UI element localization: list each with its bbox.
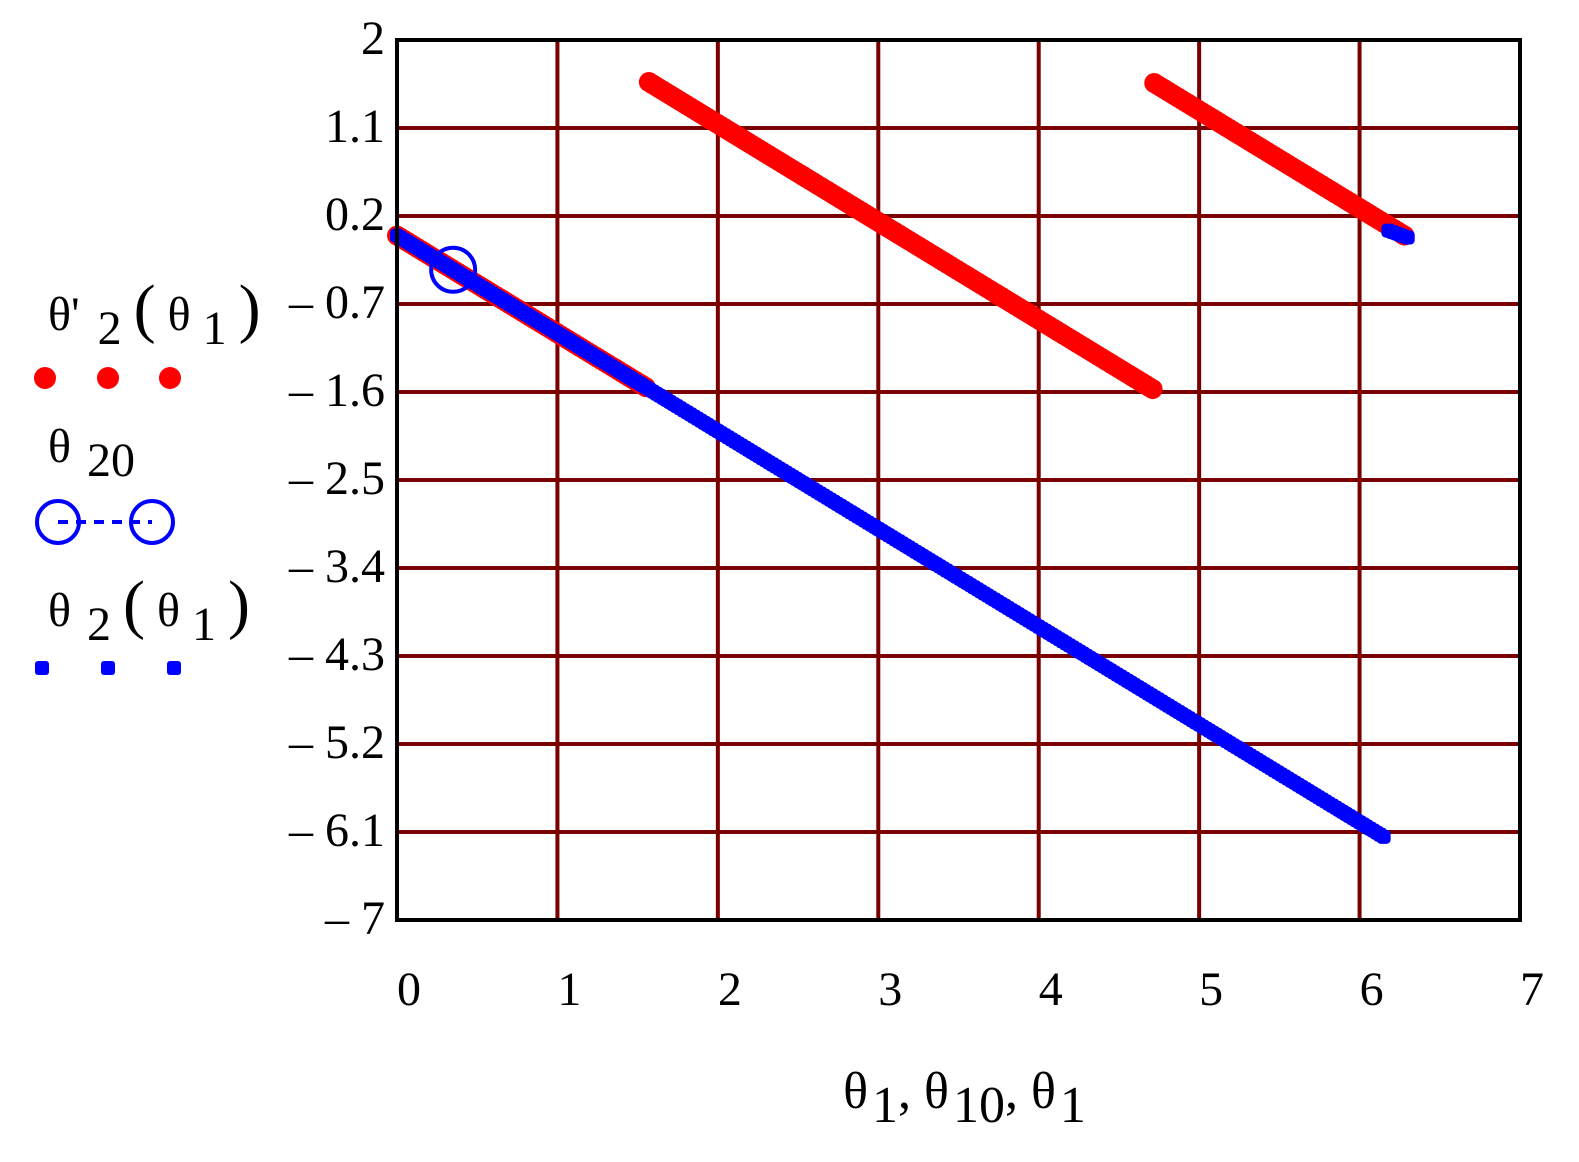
legend-marker-theta-prime-2 [34, 367, 181, 389]
series-layer [387, 72, 1415, 844]
x-tick-label: 5 [1199, 963, 1223, 1016]
data-point [429, 245, 478, 294]
legend-subscript: 2 [87, 598, 111, 651]
x-tick-label: 6 [1360, 963, 1384, 1016]
legend-marker-theta-2 [35, 661, 181, 675]
legend-arg-symbol: θ [157, 584, 180, 637]
y-tick-label: – 4.3 [288, 628, 385, 681]
series-theta_20 [429, 245, 478, 294]
legend-open-paren: ( [123, 568, 145, 641]
x-tick-label: 7 [1520, 963, 1544, 1016]
legend-marker-theta-20 [35, 499, 175, 545]
data-point [1376, 829, 1391, 844]
plot-frame [395, 38, 1522, 922]
legend-symbol: θ' [48, 288, 80, 341]
y-tick-label: 1.1 [325, 100, 385, 153]
x-tick-label: 1 [557, 963, 581, 1016]
series-theta_prime_2 [387, 72, 1415, 400]
y-tick-label: – 5.2 [288, 716, 385, 769]
y-tick-labels: 2 1.1 0.2 – 0.7 – 1.6 – 2.5 – 3.4 – 4.3 – 5.2 – 6… [288, 12, 385, 945]
legend-symbol: θ [48, 420, 71, 473]
y-tick-label: 2 [361, 12, 385, 65]
legend-arg-symbol: θ [168, 288, 191, 341]
legend-marker [101, 661, 115, 675]
x-tick-label: 0 [397, 963, 421, 1016]
legend-subscript: 20 [87, 434, 135, 487]
legend-symbol: θ [48, 584, 71, 637]
y-tick-label: 0.2 [325, 188, 385, 241]
x-axis-label: θ1, θ10, θ1 [843, 1063, 1086, 1134]
y-tick-label: – 6.1 [288, 804, 385, 857]
y-tick-label: – 1.6 [288, 364, 385, 417]
data-point [1400, 230, 1415, 245]
legend-open-paren: ( [134, 272, 156, 345]
legend-close-paren: ) [239, 272, 261, 345]
legend-marker [159, 367, 181, 389]
y-tick-label: – 0.7 [288, 276, 385, 329]
y-tick-label: – 2.5 [288, 452, 385, 505]
legend-label-theta-2: θ 2 ( θ 1 ) [48, 568, 250, 651]
legend-marker [97, 367, 119, 389]
legend-label-theta-20: θ 20 [48, 420, 135, 487]
legend-marker [167, 661, 181, 675]
legend-label-theta-prime-2: θ' 2 ( θ 1 ) [48, 272, 261, 355]
legend-marker [129, 499, 175, 545]
data-point [1142, 379, 1163, 400]
series-theta_2 [390, 223, 1415, 844]
x-tick-label: 4 [1039, 963, 1063, 1016]
legend: θ' 2 ( θ 1 ) θ 20 θ 2 ( θ 1 ) [34, 272, 261, 675]
x-tick-label: 3 [878, 963, 902, 1016]
y-tick-label: – 3.4 [288, 540, 385, 593]
legend-marker [35, 499, 81, 545]
legend-arg-subscript: 1 [192, 598, 216, 651]
x-tick-labels: 0 1 2 3 4 5 6 7 [397, 963, 1544, 1016]
legend-close-paren: ) [228, 568, 250, 641]
legend-arg-subscript: 1 [203, 302, 227, 355]
grid [397, 40, 1520, 920]
legend-marker [34, 367, 56, 389]
legend-marker [35, 661, 49, 675]
x-tick-label: 2 [718, 963, 742, 1016]
y-tick-label: – 7 [324, 892, 385, 945]
legend-subscript: 2 [98, 302, 122, 355]
